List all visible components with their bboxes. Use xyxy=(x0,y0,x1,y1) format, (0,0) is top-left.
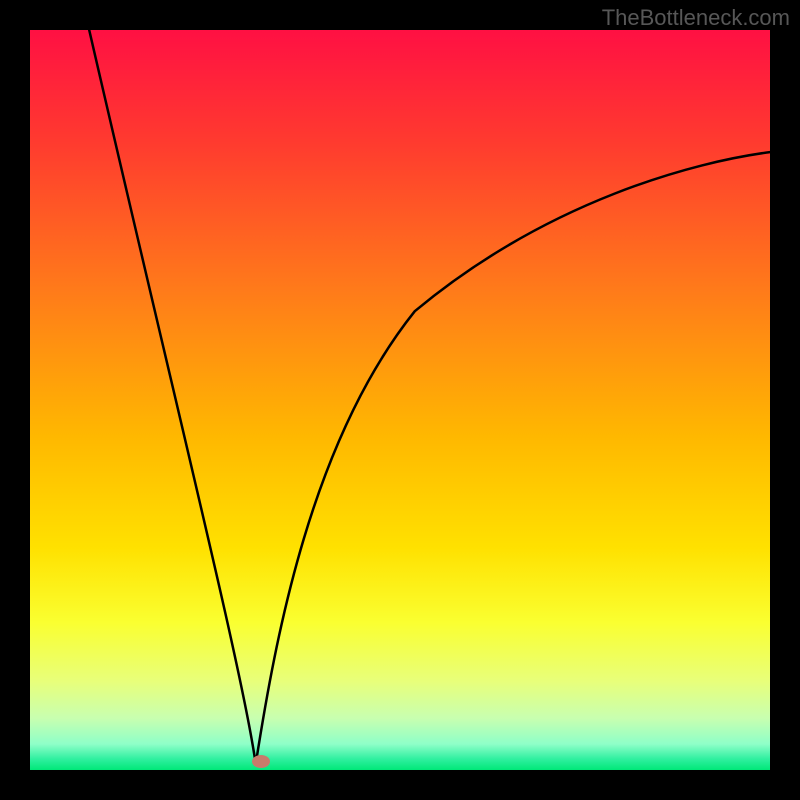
optimum-marker xyxy=(252,755,270,768)
curve-path xyxy=(89,30,770,764)
bottleneck-curve xyxy=(30,30,770,770)
plot-area xyxy=(30,30,770,770)
watermark-text: TheBottleneck.com xyxy=(602,5,790,31)
chart-container: TheBottleneck.com xyxy=(0,0,800,800)
